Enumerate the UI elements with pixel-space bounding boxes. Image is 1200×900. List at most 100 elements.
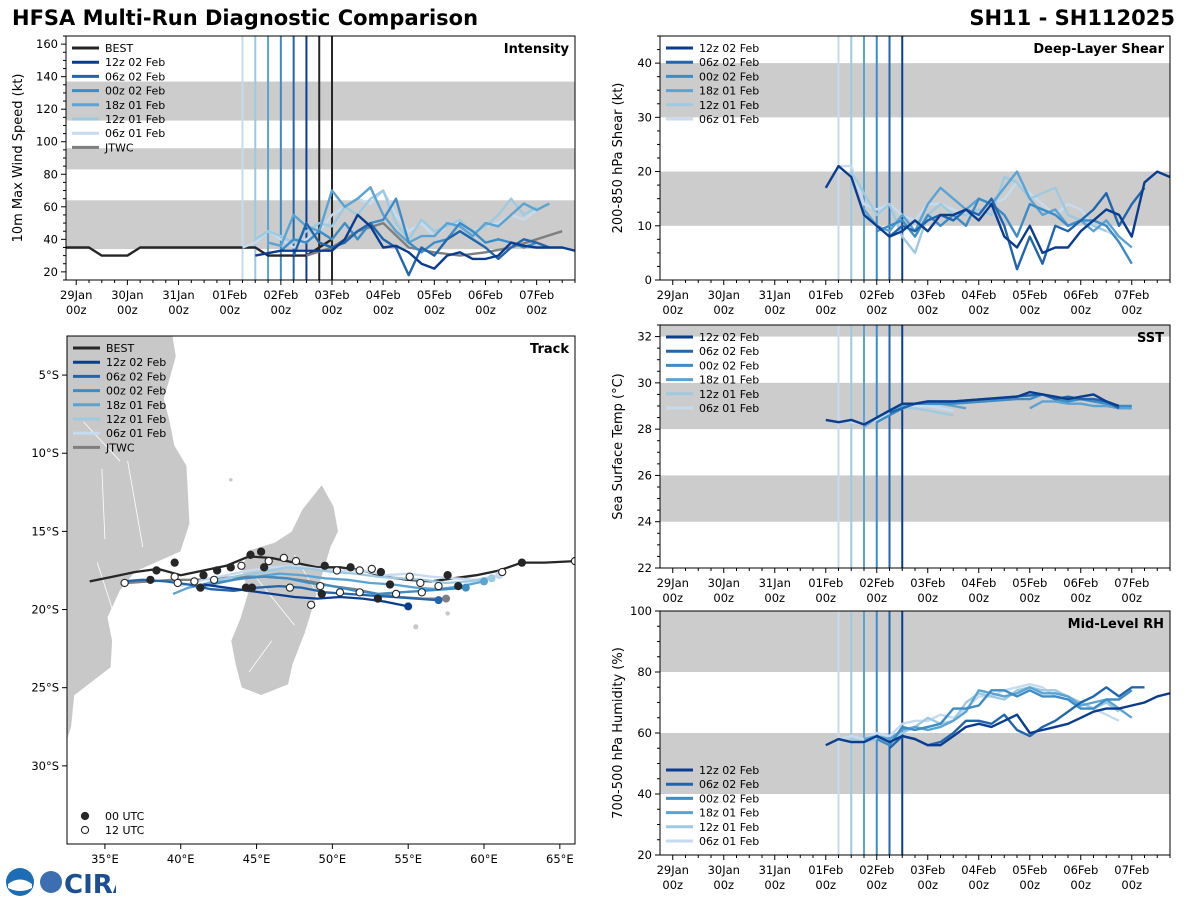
lat-tick-label: 30°S: [31, 759, 59, 773]
track-end-marker: [404, 602, 413, 611]
legend-label: 12z 01 Feb: [699, 821, 759, 834]
marker-legend-label: 00 UTC: [105, 810, 145, 823]
track-end-marker: [480, 577, 489, 586]
x-tick-label-line: 00z: [168, 303, 189, 317]
best-point-12utc: [306, 600, 316, 609]
x-tick-label-line: 01Feb: [808, 863, 843, 877]
x-tick-label-line: 06Feb: [468, 288, 503, 302]
x-tick-label-line: 30Jan: [111, 288, 143, 302]
x-tick-label-line: 00z: [117, 303, 138, 317]
x-tick-label: 03Feb 00z: [910, 863, 945, 892]
x-tick-label-line: 29Jan: [60, 288, 92, 302]
x-tick-label-line: 04Feb: [961, 576, 996, 590]
legend-label: 18z 01 Feb: [699, 374, 759, 387]
legend-label: BEST: [105, 42, 133, 55]
legend-label: 00z 02 Feb: [106, 385, 166, 398]
lat-tick-label: 20°S: [31, 603, 59, 617]
x-tick-label-line: 06Feb: [1063, 863, 1098, 877]
x-tick-label: 06Feb 00z: [1063, 576, 1098, 605]
x-tick-label-line: 01Feb: [212, 288, 247, 302]
x-tick-label-line: 00z: [764, 878, 785, 892]
best-point-12utc: [405, 572, 414, 581]
legend-label: 00z 02 Feb: [699, 70, 759, 83]
x-tick-label-line: 00z: [917, 878, 938, 892]
best-point-00utc: [259, 563, 269, 572]
best-point-12utc: [355, 566, 364, 575]
x-tick-label-line: 04Feb: [366, 288, 401, 302]
legend-label: 06z 01 Feb: [106, 427, 166, 440]
x-tick-label-line: 00z: [1121, 591, 1142, 605]
x-tick-label: 02Feb 00z: [859, 288, 894, 317]
legend-label: 06z 02 Feb: [699, 345, 759, 358]
legend-label: 06z 01 Feb: [699, 835, 759, 848]
x-tick-label: 29Jan 00z: [657, 576, 689, 605]
y-tick-label: 20: [637, 848, 652, 862]
x-tick-label-line: 29Jan: [657, 576, 689, 590]
best-point-12utc: [570, 556, 575, 566]
track-end-marker: [442, 594, 451, 603]
globe-icon: [40, 871, 62, 893]
x-tick-label-line: 00z: [1070, 303, 1091, 317]
legend-label: 00z 02 Feb: [105, 85, 165, 98]
series-line-00z-02-feb: [280, 197, 538, 254]
y-tick-label: 100: [36, 135, 58, 149]
y-tick-label: 30: [637, 376, 652, 390]
shaded-band: [660, 475, 1170, 522]
legend-label: 12z 01 Feb: [105, 113, 165, 126]
comoros-island: [228, 478, 233, 482]
x-tick-label: 31Jan 00z: [759, 288, 791, 317]
legend-label: 06z 01 Feb: [105, 127, 165, 140]
best-point-12utc: [434, 581, 443, 591]
x-tick-label-line: 00z: [322, 303, 343, 317]
panel-title: Mid-Level RH: [1068, 617, 1164, 632]
lon-tick-label: 35°E: [91, 852, 119, 866]
x-tick-label-line: 30Jan: [708, 288, 740, 302]
track-panel: 35°E 40°E 45°E 50°E 55°E 60°E 65°E 5°S 10°S 15°S 2…: [31, 335, 576, 866]
x-tick-label-line: 07Feb: [519, 288, 554, 302]
reunion-island: [413, 624, 419, 630]
best-point-12utc: [209, 575, 219, 584]
x-tick-label: 04Feb 00z: [961, 288, 996, 317]
map-area: [67, 336, 575, 844]
series-line-12z-02-feb: [825, 692, 1170, 747]
x-tick-label: 06Feb 00z: [1063, 288, 1098, 317]
legend-label: 00z 02 Feb: [699, 359, 759, 372]
y-axis-label: 700-500 hPa Humidity (%): [611, 647, 626, 819]
x-tick-label-line: 03Feb: [910, 863, 945, 877]
x-tick-label-line: 03Feb: [910, 576, 945, 590]
panel-title: Intensity: [504, 42, 570, 57]
lon-tick-label: 50°E: [319, 852, 347, 866]
legend-label: 06z 02 Feb: [105, 70, 165, 83]
best-point-12utc: [417, 588, 426, 597]
lon-tick-label: 45°E: [243, 852, 271, 866]
x-tick-label-line: 00z: [1070, 878, 1091, 892]
best-point-00utc: [443, 571, 452, 580]
x-tick-label: 31Jan 00z: [759, 863, 791, 892]
x-tick-label: 05Feb 00z: [1012, 576, 1047, 605]
logo-text: CIRA: [64, 870, 116, 898]
x-tick-label: 04Feb 00z: [961, 576, 996, 605]
legend-label: 18z 01 Feb: [106, 399, 166, 412]
plot-area: [66, 36, 575, 280]
best-point-12utc: [367, 564, 376, 574]
best-point-12utc: [237, 561, 246, 570]
series-line-12z-01-feb: [850, 170, 1107, 255]
best-point-12utc: [120, 578, 129, 588]
x-tick-label-line: 00z: [968, 591, 989, 605]
x-tick-label-line: 00z: [968, 303, 989, 317]
track-line-06z-02-feb: [123, 578, 439, 602]
y-tick-label: 60: [637, 726, 652, 740]
y-tick-label: 40: [637, 787, 652, 801]
best-point-00utc: [517, 558, 527, 567]
x-tick-label: 29Jan 00z: [60, 288, 92, 317]
y-tick-label: 80: [637, 665, 652, 679]
best-point-12utc: [335, 588, 345, 597]
noaa-wave: [8, 879, 32, 891]
x-tick-label-line: 00z: [815, 591, 836, 605]
lon-tick-label: 55°E: [394, 852, 422, 866]
x-tick-label: 01Feb 00z: [212, 288, 247, 317]
best-point-00utc: [317, 589, 326, 599]
legend-label: 12z 01 Feb: [106, 413, 166, 426]
